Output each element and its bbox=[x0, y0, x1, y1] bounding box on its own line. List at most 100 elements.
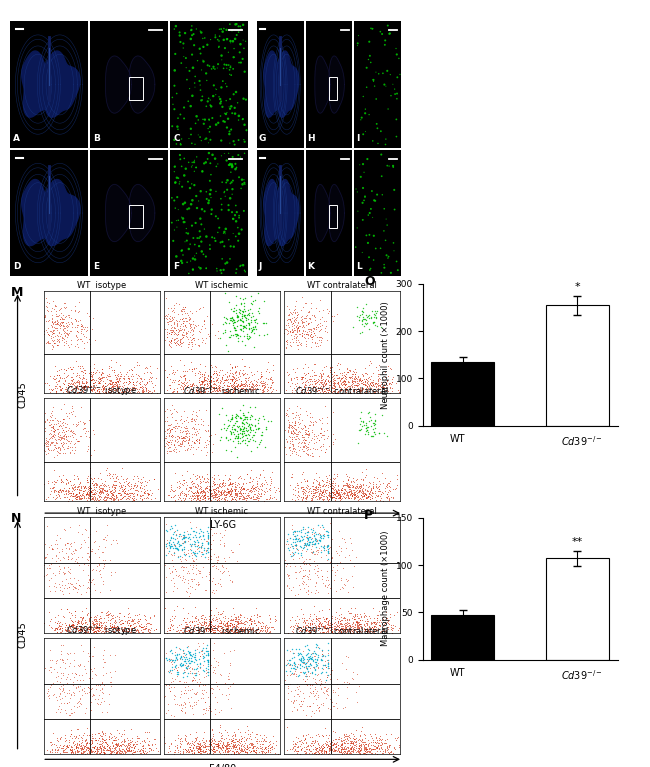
Point bbox=[190, 548, 200, 560]
Point bbox=[112, 746, 123, 759]
Point bbox=[304, 374, 315, 386]
Point bbox=[88, 484, 98, 496]
Point bbox=[330, 387, 341, 400]
Point bbox=[59, 562, 70, 574]
Point bbox=[66, 377, 77, 389]
Point bbox=[196, 185, 206, 197]
Point bbox=[174, 740, 185, 752]
Point bbox=[76, 623, 86, 635]
Point bbox=[231, 624, 242, 637]
Point bbox=[202, 377, 212, 390]
Point bbox=[110, 384, 120, 397]
Point bbox=[96, 490, 107, 502]
Point bbox=[118, 623, 129, 635]
Point bbox=[388, 621, 398, 634]
Point bbox=[177, 479, 188, 492]
Point bbox=[166, 656, 176, 668]
Point bbox=[354, 739, 365, 752]
Point bbox=[182, 411, 192, 423]
Point bbox=[172, 532, 182, 544]
Point bbox=[361, 309, 371, 321]
Point bbox=[235, 625, 245, 637]
Point bbox=[246, 739, 257, 752]
Point bbox=[64, 482, 75, 494]
Point bbox=[213, 484, 223, 496]
Point bbox=[170, 740, 180, 752]
Point bbox=[205, 99, 216, 111]
Point bbox=[224, 373, 234, 385]
Point bbox=[200, 374, 210, 387]
Point bbox=[181, 744, 191, 756]
Point bbox=[354, 482, 365, 494]
Point bbox=[336, 484, 346, 496]
Point bbox=[216, 267, 227, 279]
Point bbox=[179, 532, 189, 545]
Point bbox=[286, 549, 296, 561]
Point bbox=[138, 746, 148, 758]
Point bbox=[199, 736, 209, 749]
Point bbox=[333, 381, 344, 393]
Point bbox=[209, 383, 219, 395]
Point bbox=[329, 366, 339, 378]
Point bbox=[171, 659, 181, 671]
Point bbox=[328, 384, 338, 397]
Point bbox=[294, 433, 304, 445]
Point bbox=[291, 619, 302, 631]
Point bbox=[292, 661, 302, 673]
Point bbox=[88, 374, 99, 386]
Point bbox=[55, 320, 66, 332]
Point bbox=[86, 473, 97, 486]
Point bbox=[319, 361, 330, 374]
Point bbox=[111, 627, 121, 639]
Point bbox=[245, 472, 255, 484]
Point bbox=[58, 746, 68, 758]
Point bbox=[229, 380, 239, 393]
Point bbox=[320, 446, 331, 458]
Point bbox=[292, 703, 302, 716]
Point bbox=[240, 416, 251, 428]
Point bbox=[177, 644, 188, 657]
Point bbox=[335, 486, 346, 499]
Point bbox=[42, 440, 53, 453]
Point bbox=[51, 334, 62, 346]
Point bbox=[349, 732, 359, 745]
Point bbox=[103, 488, 113, 500]
Point bbox=[137, 384, 148, 397]
Point bbox=[261, 485, 272, 497]
Point bbox=[364, 737, 374, 749]
Point bbox=[361, 377, 372, 390]
Point bbox=[94, 484, 105, 496]
Point bbox=[224, 742, 234, 755]
Point bbox=[178, 678, 188, 690]
Point bbox=[84, 333, 94, 345]
Point bbox=[133, 625, 143, 637]
Point bbox=[300, 483, 310, 495]
Point bbox=[116, 738, 127, 750]
Point bbox=[316, 485, 326, 497]
Point bbox=[322, 334, 333, 346]
Point bbox=[354, 618, 365, 630]
Point bbox=[197, 612, 207, 624]
Point bbox=[49, 622, 60, 634]
Point bbox=[69, 478, 79, 490]
Point bbox=[196, 645, 206, 657]
Point bbox=[226, 328, 237, 341]
Point bbox=[48, 334, 58, 347]
Point bbox=[261, 623, 272, 635]
Point bbox=[80, 479, 90, 492]
Point bbox=[99, 479, 110, 492]
Point bbox=[116, 492, 127, 505]
Point bbox=[90, 668, 101, 680]
Point bbox=[270, 486, 280, 499]
Point bbox=[298, 621, 308, 634]
Point bbox=[165, 541, 176, 553]
Point bbox=[303, 660, 313, 672]
Point bbox=[44, 541, 55, 553]
Point bbox=[306, 538, 317, 550]
Point bbox=[243, 732, 254, 744]
Point bbox=[192, 613, 203, 625]
Point bbox=[114, 624, 124, 636]
Point bbox=[172, 221, 182, 233]
Point bbox=[226, 380, 237, 392]
Point bbox=[213, 492, 224, 505]
